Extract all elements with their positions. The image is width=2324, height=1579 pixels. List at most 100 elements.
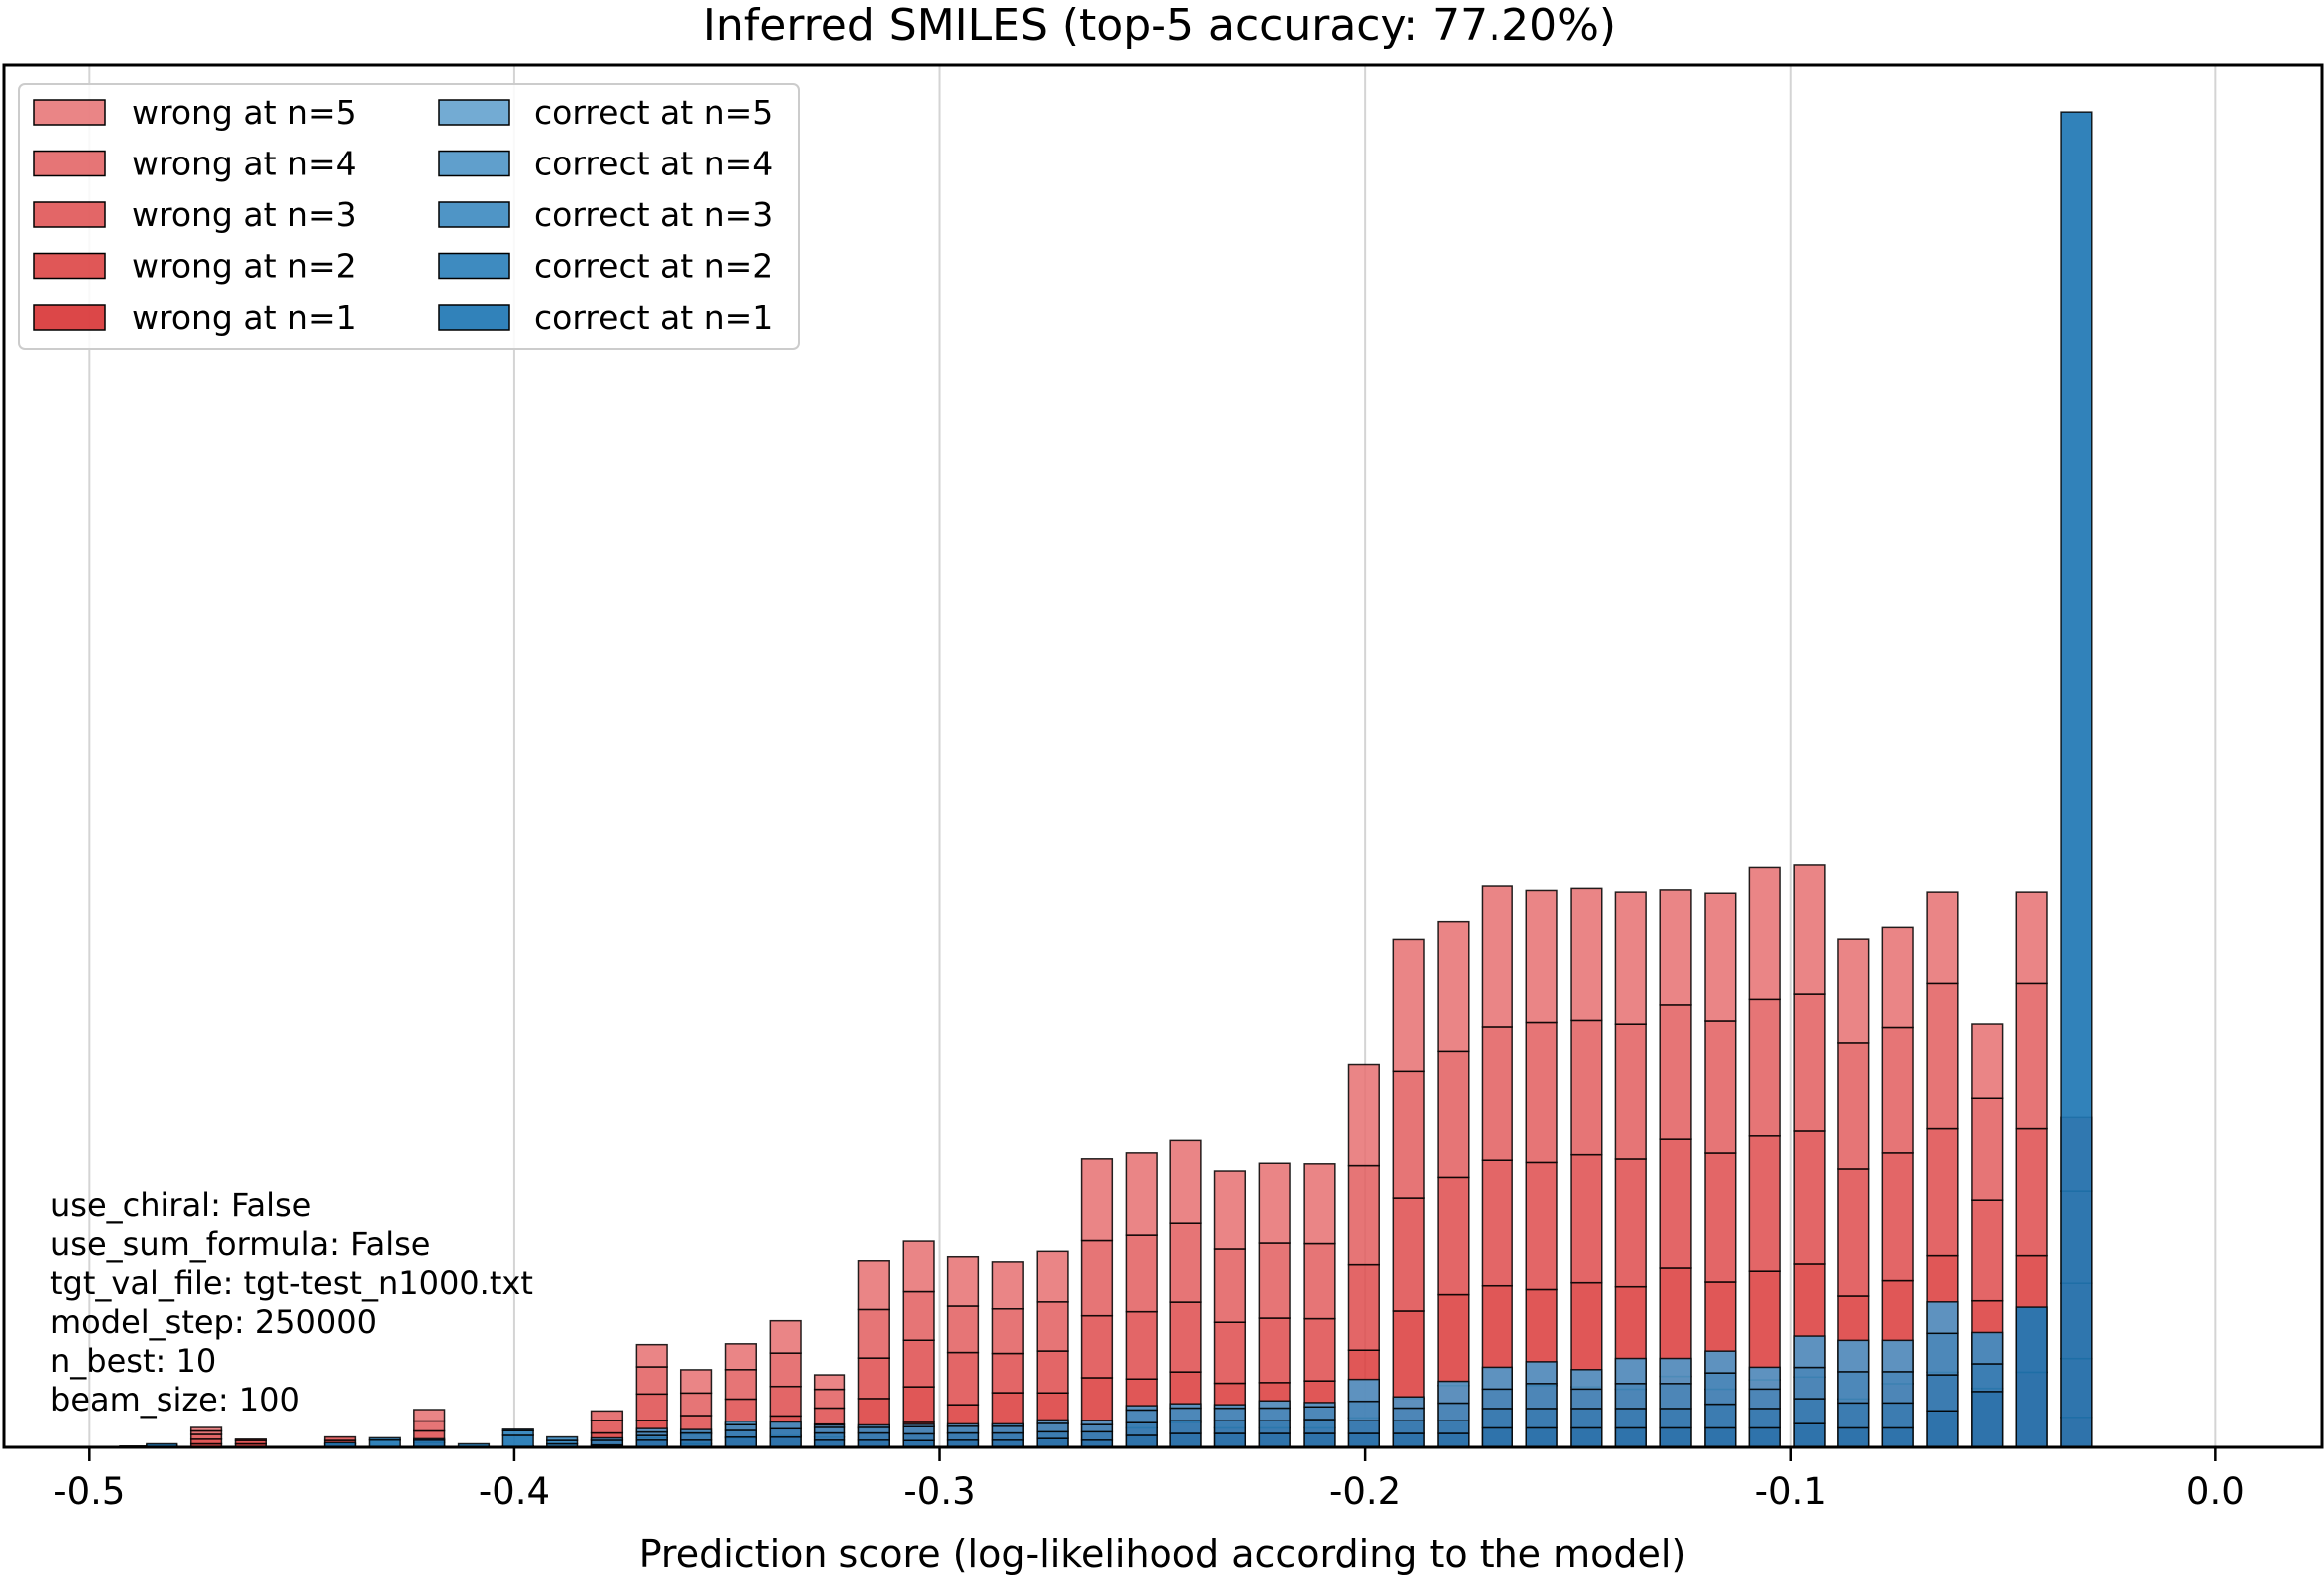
wrong-bar-n5 bbox=[1748, 866, 1781, 1001]
legend-swatch bbox=[438, 99, 510, 126]
correct-bar-n3 bbox=[1748, 1388, 1781, 1410]
wrong-bar-n4 bbox=[1080, 1239, 1114, 1317]
correct-bar-n2 bbox=[946, 1431, 980, 1441]
correct-bar-n3 bbox=[991, 1425, 1024, 1434]
correct-bar-n3 bbox=[1881, 1371, 1914, 1405]
correct-bar-n3 bbox=[1614, 1383, 1647, 1410]
wrong-bar-n4 bbox=[1125, 1234, 1158, 1313]
wrong-bar-n3 bbox=[323, 1435, 357, 1441]
correct-bar-n2 bbox=[368, 1436, 401, 1441]
correct-bar-n3 bbox=[590, 1436, 624, 1441]
wrong-bar-n3 bbox=[1437, 1176, 1470, 1296]
legend-label: correct at n=3 bbox=[534, 195, 773, 234]
correct-bar-n3 bbox=[501, 1428, 534, 1431]
wrong-bar-n3 bbox=[1213, 1321, 1247, 1385]
wrong-bar-n3 bbox=[635, 1393, 668, 1421]
correct-bars bbox=[146, 111, 2093, 1448]
legend-swatch bbox=[33, 150, 106, 177]
correct-bar-n4 bbox=[1169, 1403, 1202, 1410]
correct-bar-n2 bbox=[1125, 1421, 1158, 1436]
wrong-bar-n5 bbox=[635, 1343, 668, 1368]
correct-bar-n1 bbox=[1614, 1426, 1647, 1448]
correct-bar-n4 bbox=[813, 1423, 846, 1428]
wrong-bar-n5 bbox=[679, 1369, 713, 1395]
legend-label: wrong at n=5 bbox=[132, 93, 357, 132]
correct-bar-n1 bbox=[501, 1434, 534, 1448]
wrong-bar-n5 bbox=[1080, 1158, 1114, 1242]
wrong-bar-n3 bbox=[2015, 1127, 2048, 1257]
correct-bar-n2 bbox=[1036, 1430, 1069, 1439]
correct-bar-n2 bbox=[813, 1431, 846, 1441]
legend-label: correct at n=4 bbox=[534, 145, 773, 183]
wrong-bar-n2 bbox=[1080, 1377, 1114, 1426]
correct-bar-n1 bbox=[1392, 1432, 1425, 1448]
correct-bar-n4 bbox=[1036, 1419, 1069, 1424]
wrong-bar-n3 bbox=[813, 1407, 846, 1425]
wrong-bar-n4 bbox=[2015, 982, 2048, 1130]
correct-bar-n2 bbox=[1437, 1420, 1470, 1434]
info-line: use_chiral: False bbox=[50, 1186, 311, 1224]
correct-bar-n2 bbox=[1971, 1363, 2004, 1393]
wrong-bar-n4 bbox=[679, 1392, 713, 1417]
correct-bar-n2 bbox=[1881, 1402, 1914, 1429]
correct-bar-n2 bbox=[857, 1431, 890, 1441]
wrong-bar-n4 bbox=[1437, 1050, 1470, 1179]
wrong-bar-n3 bbox=[1837, 1168, 1870, 1297]
wrong-bar-n4 bbox=[1971, 1097, 2004, 1201]
wrong-bar-n4 bbox=[769, 1352, 802, 1388]
info-line: tgt_val_file: tgt-test_n1000.txt bbox=[50, 1264, 533, 1302]
correct-bar-n2 bbox=[1837, 1402, 1870, 1429]
wrong-bar-n5 bbox=[2015, 891, 2048, 985]
wrong-bar-n5 bbox=[1659, 889, 1692, 1006]
correct-bar-n1 bbox=[1437, 1432, 1470, 1448]
wrong-bar-n5 bbox=[1837, 938, 1870, 1044]
wrong-bar-n5 bbox=[1971, 1023, 2004, 1099]
x-axis-label: Prediction score (log-likelihood accordi… bbox=[639, 1532, 1687, 1576]
correct-bar-n1 bbox=[1347, 1432, 1380, 1448]
correct-bar-n2 bbox=[1926, 1374, 1959, 1412]
legend-swatch bbox=[438, 201, 510, 228]
wrong-bar-n4 bbox=[1614, 1023, 1647, 1160]
wrong-bar-n3 bbox=[1926, 1127, 1959, 1257]
correct-bar-n3 bbox=[1926, 1332, 1959, 1376]
correct-bar-n3 bbox=[1971, 1331, 2004, 1365]
wrong-bar-n5 bbox=[1125, 1152, 1158, 1236]
wrong-bar-n3 bbox=[1169, 1301, 1202, 1373]
wrong-bar-n4 bbox=[1881, 1026, 1914, 1154]
correct-bar-n4 bbox=[1793, 1335, 1826, 1369]
wrong-bar-n5 bbox=[1704, 892, 1737, 1022]
correct-bar-n2 bbox=[1169, 1420, 1202, 1434]
wrong-bar-n3 bbox=[1036, 1350, 1069, 1394]
correct-bar-n4 bbox=[1392, 1396, 1425, 1410]
x-tick-label: -0.5 bbox=[53, 1470, 125, 1513]
wrong-bar-n2 bbox=[1748, 1270, 1781, 1381]
correct-bar-n2 bbox=[1793, 1398, 1826, 1424]
wrong-bar-n4 bbox=[1748, 998, 1781, 1137]
correct-bar-n3 bbox=[1659, 1383, 1692, 1410]
wrong-bar-n4 bbox=[1347, 1164, 1380, 1266]
x-tick-label: 0.0 bbox=[2186, 1470, 2245, 1513]
wrong-bar-n4 bbox=[413, 1420, 446, 1432]
wrong-bar-n3 bbox=[590, 1420, 624, 1434]
wrong-bar-n4 bbox=[1036, 1301, 1069, 1352]
wrong-bar-n2 bbox=[857, 1398, 890, 1429]
legend-label: correct at n=2 bbox=[534, 247, 773, 286]
correct-bar-n4 bbox=[1837, 1339, 1870, 1373]
wrong-bar-n5 bbox=[724, 1343, 757, 1371]
wrong-bar-n4 bbox=[1169, 1222, 1202, 1303]
correct-bar-n3 bbox=[1258, 1407, 1291, 1421]
correct-bar-n4 bbox=[1437, 1380, 1470, 1405]
info-line: use_sum_formula: False bbox=[50, 1225, 430, 1263]
correct-bar-n3 bbox=[1213, 1407, 1247, 1421]
correct-bar-n4 bbox=[1659, 1357, 1692, 1385]
wrong-bar-n4 bbox=[857, 1308, 890, 1359]
wrong-bar-n5 bbox=[1881, 926, 1914, 1029]
plot-frame bbox=[2, 63, 2324, 1449]
legend-label: wrong at n=2 bbox=[132, 247, 357, 286]
wrong-bar-n5 bbox=[1525, 889, 1558, 1024]
info-line: model_step: 250000 bbox=[50, 1303, 377, 1341]
correct-bar-n2 bbox=[1303, 1419, 1336, 1434]
correct-bar-n3 bbox=[1080, 1423, 1114, 1433]
correct-bar-n4 bbox=[946, 1422, 980, 1427]
correct-bar-n3 bbox=[769, 1421, 802, 1430]
